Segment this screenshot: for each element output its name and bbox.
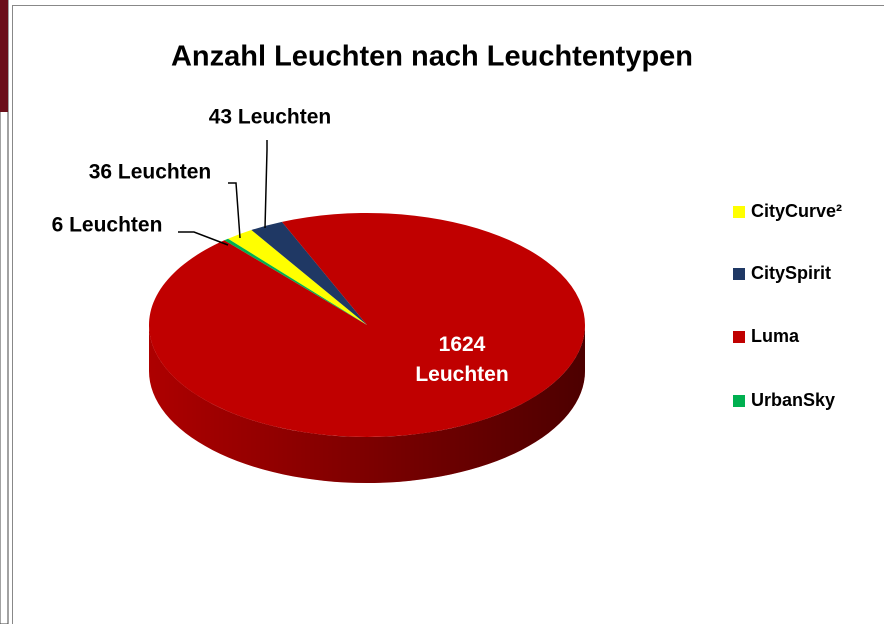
data-label: 36 Leuchten xyxy=(89,161,212,184)
chart-title: Anzahl Leuchten nach Leuchtentypen xyxy=(171,41,693,73)
pie-slice xyxy=(224,238,367,325)
pie: 36 Leuchten 43 Leuchten 6 Leuchten xyxy=(52,106,586,483)
sheet-edge xyxy=(0,0,9,624)
leader-line xyxy=(178,231,229,246)
sheet-edge-header xyxy=(0,0,8,112)
leader-line xyxy=(264,140,268,229)
legend-swatch xyxy=(733,395,745,407)
legend: CityCurve² CitySpirit Luma UrbanSky xyxy=(733,201,842,410)
legend-label: Luma xyxy=(751,326,800,346)
pie-slice xyxy=(228,230,367,325)
legend-swatch xyxy=(733,331,745,343)
data-label: 6 Leuchten xyxy=(52,214,163,237)
data-label: 1624 Leuchten xyxy=(415,333,509,386)
pie-slice xyxy=(251,221,367,325)
data-label: 43 Leuchten xyxy=(209,106,332,129)
legend-label: UrbanSky xyxy=(751,390,835,410)
legend-swatch xyxy=(733,268,745,280)
legend-swatch xyxy=(733,206,745,218)
leader-line xyxy=(228,182,241,239)
legend-label: CityCurve² xyxy=(751,201,842,221)
pie-side-shade xyxy=(149,325,585,483)
legend-label: CitySpirit xyxy=(751,263,831,283)
